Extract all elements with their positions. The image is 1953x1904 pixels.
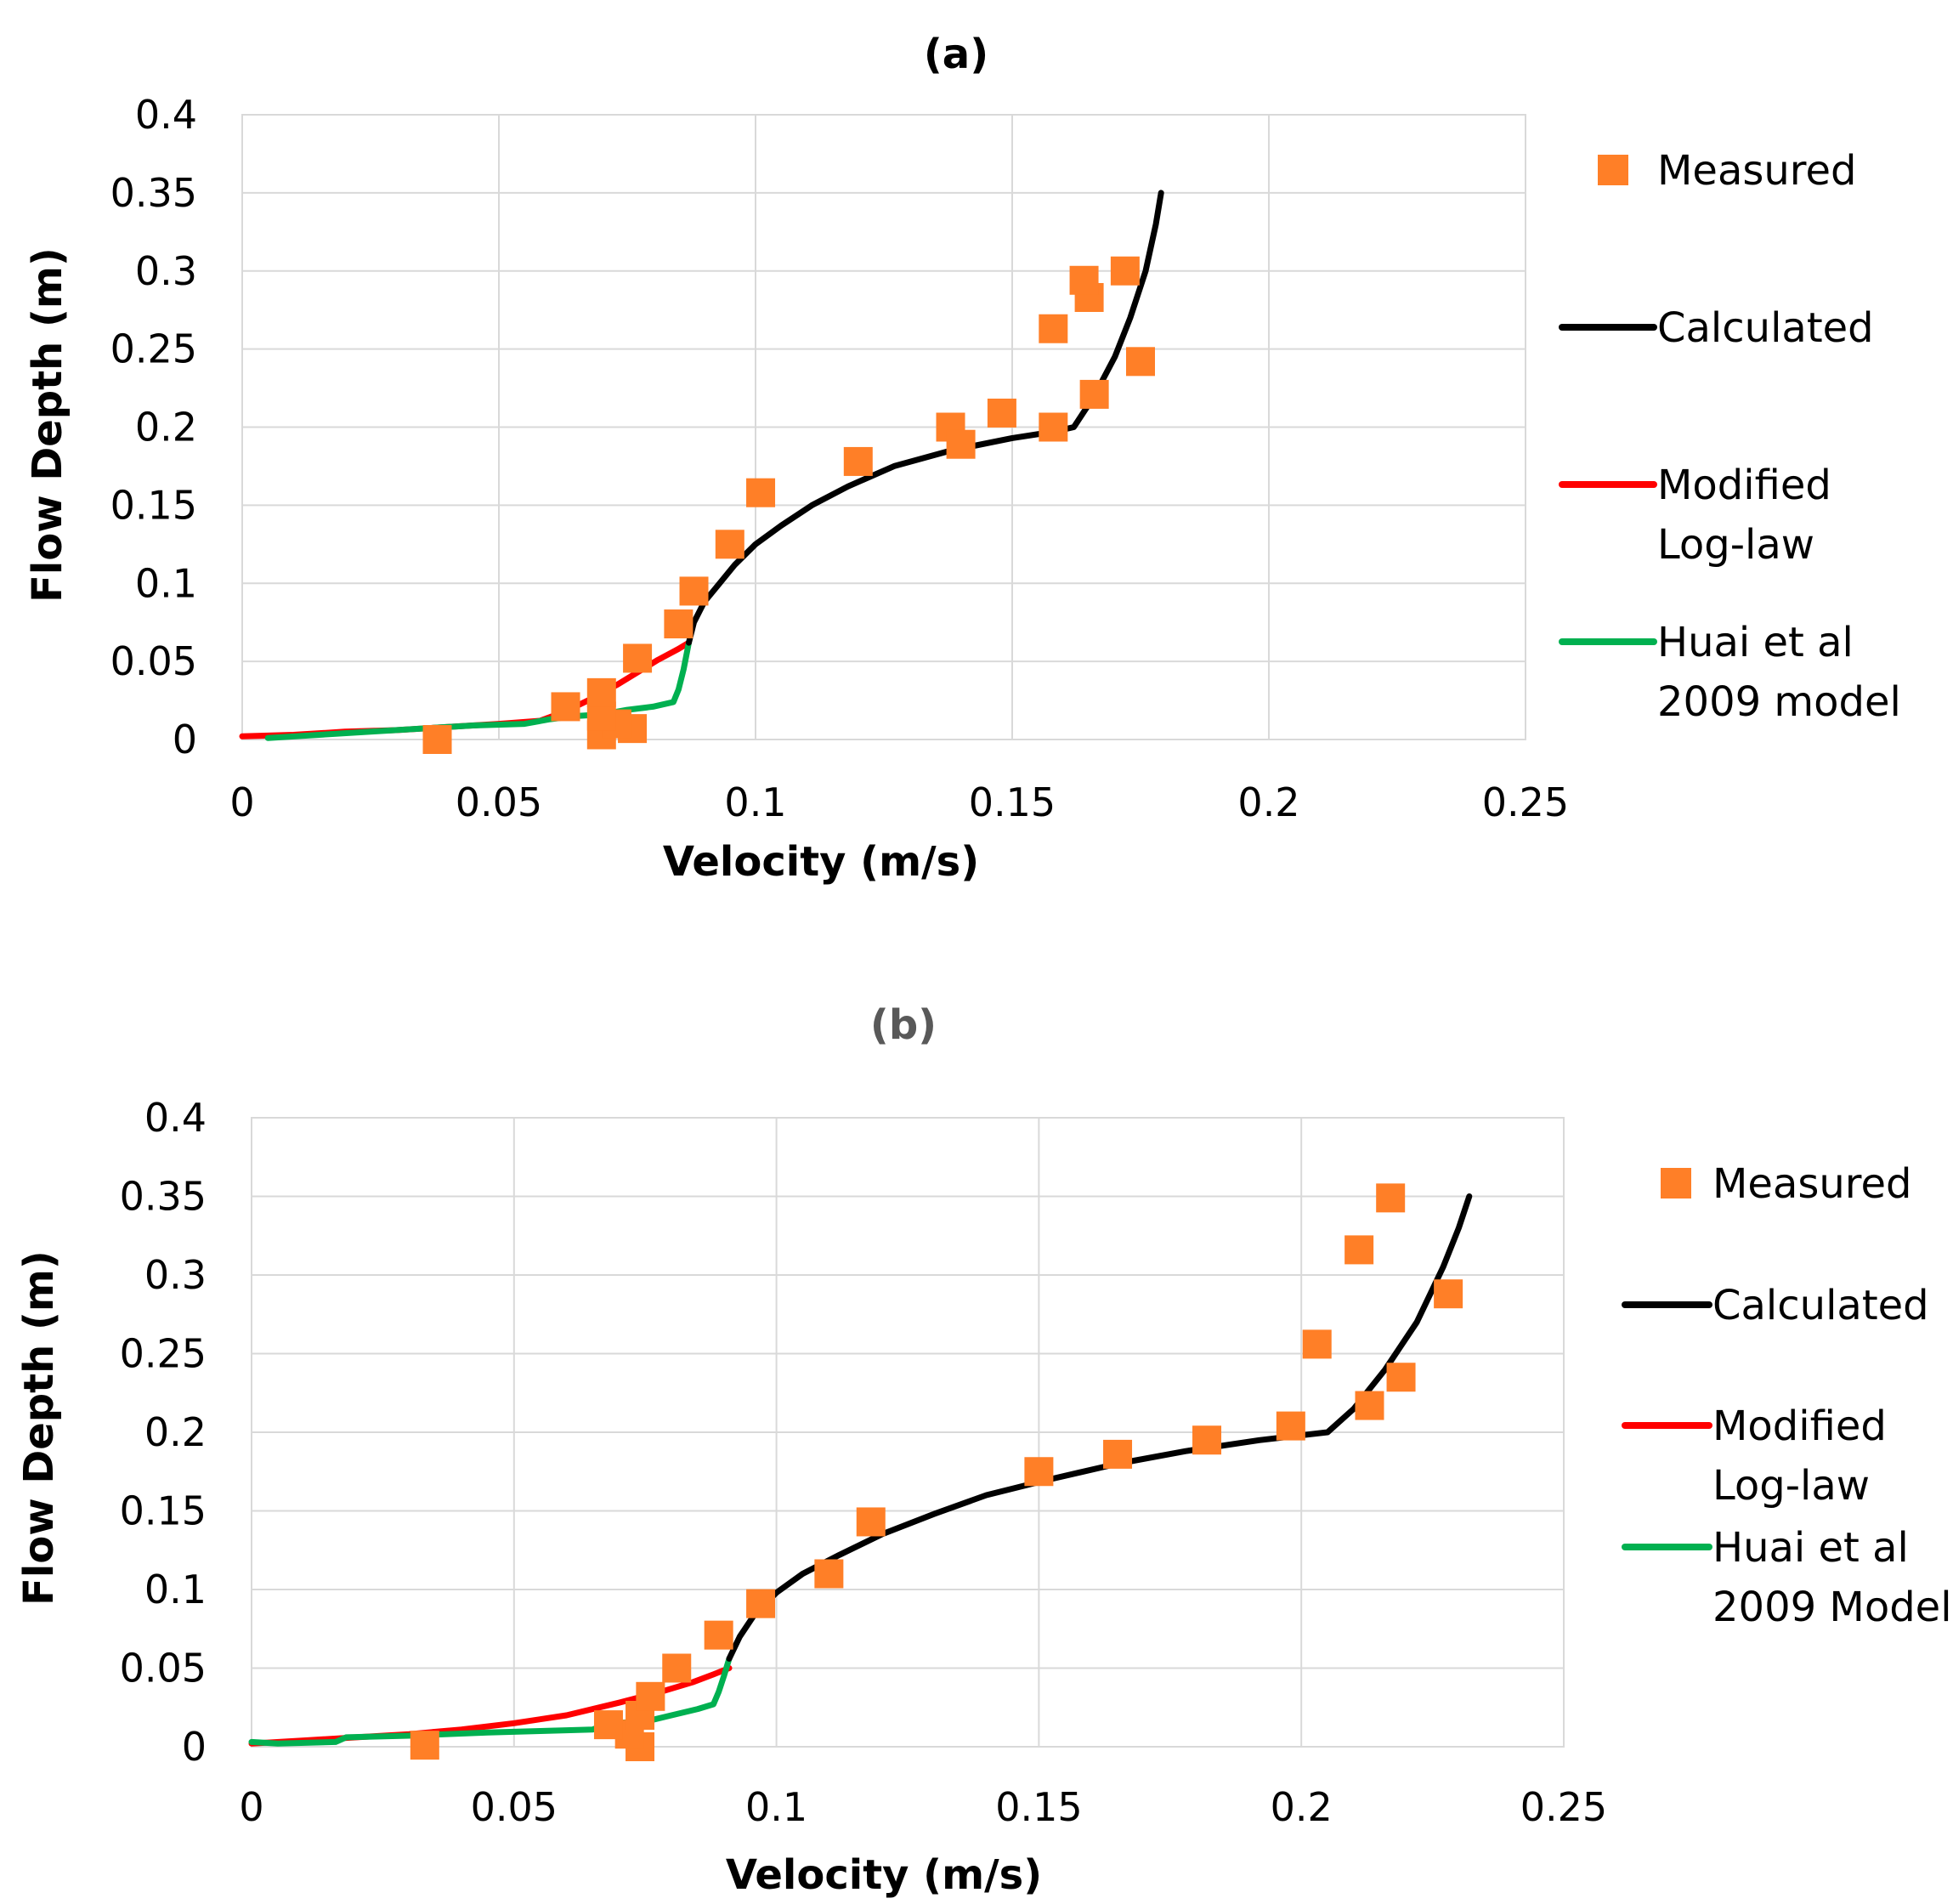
chart-a-legend-label-modified-log-law: Modified Log-law	[1657, 462, 1831, 569]
chart-b-y-tick-label: 0.3	[144, 1252, 207, 1298]
chart-b-x-tick-label: 0	[239, 1784, 263, 1830]
chart-b-measured-point	[1355, 1391, 1384, 1420]
chart-panel-b: (b) 00.050.10.150.20.250.30.350.4 0 0.05 0…	[15, 1001, 1952, 1899]
chart-a-y-tick-label: 0.4	[135, 92, 197, 138]
chart-a-x-ticks: 0 0.05 0.1 0.15 0.2 0.25	[229, 779, 1569, 825]
chart-b-x-tick-label: 0.15	[995, 1784, 1082, 1830]
chart-a-title: (a)	[924, 31, 988, 78]
chart-b-legend: Measured Calculated Modified Log-law Huai et…	[1622, 1160, 1952, 1631]
chart-b-x-tick-label: 0.2	[1271, 1784, 1333, 1830]
chart-b-y-tick-label: 0.15	[120, 1488, 207, 1534]
chart-b-measured-point	[1434, 1279, 1463, 1309]
chart-b-plot-area	[251, 1117, 1565, 1748]
chart-a-series-calculated-line	[686, 190, 1164, 646]
chart-a-measured-point	[623, 643, 653, 673]
chart-b-measured-point	[1344, 1235, 1374, 1265]
chart-b-x-axis-title: Velocity (m/s)	[726, 1851, 1042, 1899]
chart-a-series	[239, 190, 1164, 754]
chart-a-measured-point	[1069, 265, 1099, 295]
chart-b-title: (b)	[870, 1001, 937, 1049]
chart-b-legend-marker-measured	[1661, 1168, 1691, 1198]
chart-a-x-tick-label: 0.25	[1482, 779, 1569, 825]
chart-a-x-tick-label: 0.1	[724, 779, 786, 825]
chart-b-series-calculated-line	[726, 1193, 1473, 1662]
chart-a-measured-point	[1110, 256, 1140, 286]
chart-b-measured-point	[1276, 1411, 1305, 1441]
chart-b-measured-point	[410, 1731, 439, 1760]
chart-a-measured-point	[1039, 412, 1068, 442]
chart-a-measured-point	[422, 725, 452, 754]
chart-a-y-ticks: 0 0.05 0.1 0.15 0.2 0.25 0.3 0.35 0.4	[110, 92, 197, 762]
chart-b-measured-point	[662, 1653, 692, 1683]
chart-a-legend-marker-measured	[1598, 155, 1628, 185]
chart-a-gridlines	[241, 114, 1526, 740]
chart-b-legend-label-modified-log-law: Modified Log-law	[1712, 1402, 1887, 1510]
chart-b-x-tick-label: 0.1	[745, 1784, 807, 1830]
chart-b-legend-label-measured: Measured	[1712, 1160, 1911, 1208]
chart-a-y-tick-label: 0.15	[110, 482, 197, 528]
chart-a-y-tick-label: 0.2	[135, 405, 197, 450]
chart-b-y-axis-title: Flow Depth (m)	[15, 1250, 63, 1606]
chart-b-measured-point	[1376, 1183, 1406, 1213]
chart-a-measured-point	[946, 429, 976, 459]
chart-b-series	[248, 1183, 1473, 1761]
chart-b-y-tick-label: 0.1	[144, 1567, 207, 1612]
chart-a-y-tick-label: 0.1	[135, 560, 197, 606]
chart-b-x-tick-label: 0.05	[471, 1784, 558, 1830]
chart-b-measured-point	[814, 1559, 844, 1589]
chart-b-measured-point	[636, 1681, 665, 1711]
chart-a-measured-point	[1126, 347, 1155, 377]
chart-panel-a: (a) 00.050.10.150.20.250.30.350.4 0 0.05 0…	[24, 31, 1901, 886]
chart-a-x-tick-label: 0.05	[456, 779, 542, 825]
chart-a-measured-point	[586, 677, 616, 707]
chart-b-gridlines	[251, 1117, 1565, 1748]
chart-b-y-tick-label: 0.2	[144, 1409, 207, 1455]
chart-b-measured-point	[1302, 1329, 1332, 1359]
chart-b-y-ticks: 0 0.05 0.1 0.15 0.2 0.25 0.3 0.35 0.4	[120, 1095, 207, 1770]
chart-b-measured-point	[746, 1589, 776, 1618]
chart-b-measured-point	[1024, 1457, 1054, 1487]
chart-a-y-tick-label: 0.25	[110, 326, 197, 372]
chart-a-y-tick-label: 0.35	[110, 170, 197, 216]
chart-a-measured-point	[679, 576, 709, 606]
chart-a-y-tick-label: 0.3	[135, 248, 197, 294]
chart-b-measured-point	[593, 1710, 623, 1740]
chart-a-measured-point	[551, 692, 580, 722]
chart-a-plot-area	[241, 114, 1526, 740]
chart-b-y-tick-label: 0.35	[120, 1174, 207, 1220]
chart-a-legend-label-measured: Measured	[1657, 147, 1856, 195]
chart-a-legend-label-calculated: Calculated	[1657, 304, 1874, 352]
chart-a-measured-point	[843, 446, 873, 476]
chart-b-x-tick-label: 0.25	[1520, 1784, 1607, 1830]
chart-a-x-tick-label: 0.2	[1237, 779, 1299, 825]
chart-a-measured-point	[664, 609, 693, 639]
chart-a-measured-point	[987, 398, 1016, 428]
chart-b-legend-label-calculated: Calculated	[1712, 1282, 1929, 1329]
chart-b-measured-point	[704, 1620, 733, 1650]
chart-b-y-tick-label: 0.25	[120, 1331, 207, 1377]
chart-b-measured-point	[1103, 1439, 1133, 1469]
chart-b-y-tick-label: 0	[182, 1724, 207, 1770]
chart-b-legend-label-huai-et-al-2009-model: Huai et al 2009 Model	[1712, 1524, 1952, 1631]
chart-b-measured-point	[856, 1507, 886, 1537]
chart-b-x-ticks: 0 0.05 0.1 0.15 0.2 0.25	[239, 1784, 1607, 1830]
chart-b-measured-point	[1192, 1425, 1222, 1455]
chart-a-legend-label-huai-et-al-2009-model: Huai et al 2009 model	[1657, 619, 1901, 726]
chart-a-measured-point	[1079, 379, 1109, 409]
chart-b-y-tick-label: 0.05	[120, 1646, 207, 1692]
chart-a-measured-point	[1039, 314, 1068, 343]
chart-a-y-axis-title: Flow Depth (m)	[24, 247, 71, 603]
chart-a-y-tick-label: 0	[173, 717, 197, 762]
chart-a-x-tick-label: 0.15	[969, 779, 1056, 825]
chart-a-measured-point	[746, 478, 776, 507]
chart-a-measured-point	[715, 530, 744, 559]
chart-b-measured-point	[1386, 1363, 1416, 1392]
chart-a-x-tick-label: 0	[229, 779, 254, 825]
chart-a-y-tick-label: 0.05	[110, 638, 197, 684]
chart-a-x-axis-title: Velocity (m/s)	[663, 838, 979, 886]
chart-a-legend: Measured Calculated Modified Log-law Huai et…	[1559, 147, 1901, 726]
chart-b-y-tick-label: 0.4	[144, 1095, 207, 1141]
